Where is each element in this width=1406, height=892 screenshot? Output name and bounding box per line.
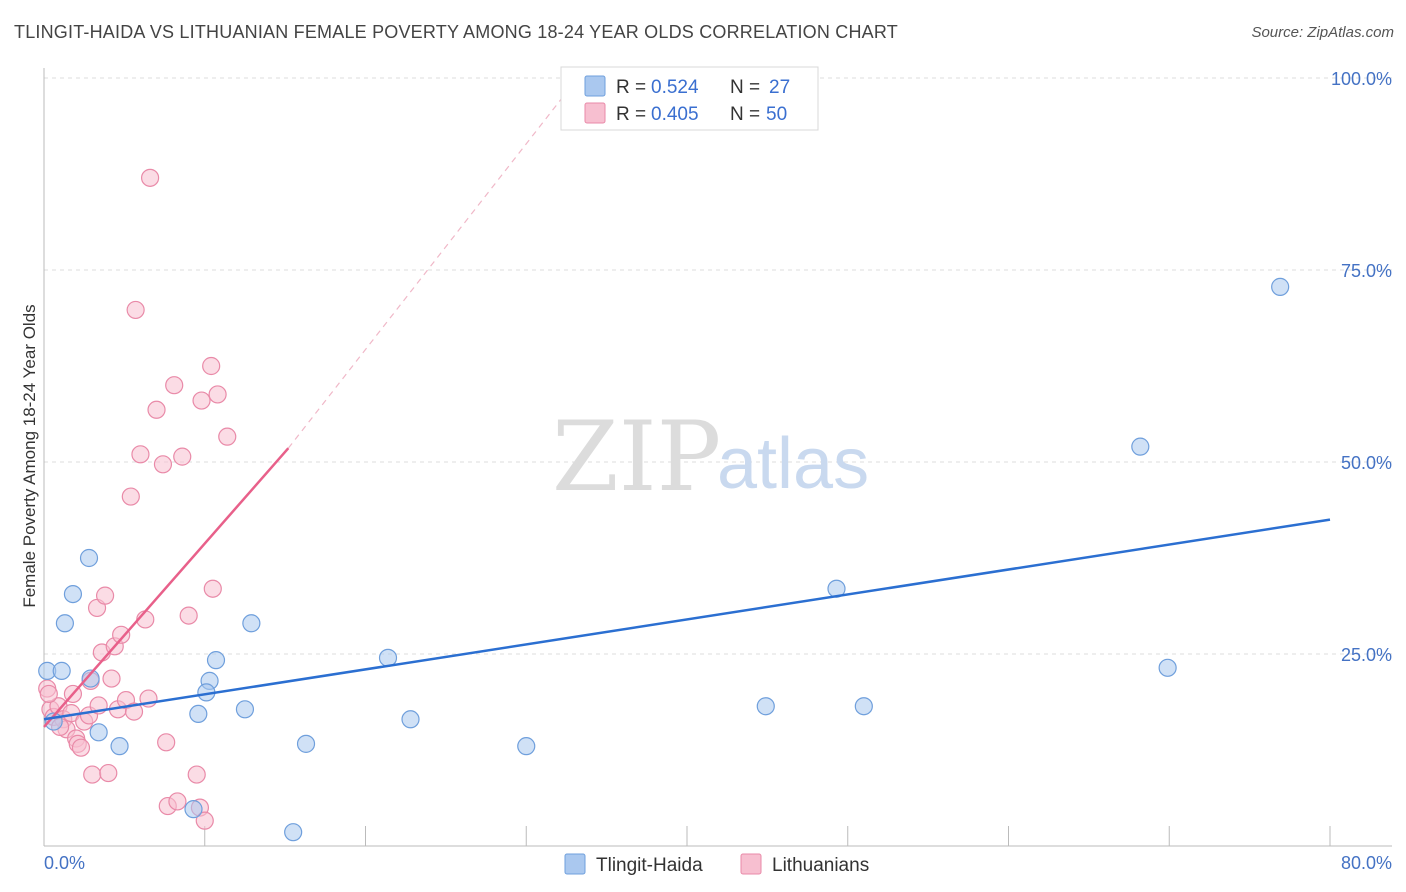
tlingit-haida-point-20 xyxy=(517,737,536,756)
series-legend-label-lithuanians: Lithuanians xyxy=(772,855,869,876)
series-legend-swatch-blue xyxy=(564,853,586,875)
lithuanians-point-10 xyxy=(71,738,91,757)
lithuanians-point-38 xyxy=(173,447,192,466)
y-tick-label-100: 100.0% xyxy=(1331,69,1392,89)
lithuanians-point-18 xyxy=(95,586,115,605)
lithuanians-point-37 xyxy=(168,792,187,811)
x-ticks xyxy=(43,826,1331,846)
series-legend-swatch-pink xyxy=(740,853,762,875)
lithuanians-point-39 xyxy=(179,606,198,625)
tlingit-haida-point-2 xyxy=(52,661,71,680)
legend-r-label-1: R = xyxy=(616,77,646,98)
tlingit-haida-points xyxy=(38,277,1290,842)
y-tick-label-50: 50.0% xyxy=(1341,453,1392,473)
tlingit-haida-point-19 xyxy=(401,710,420,729)
trend-lines xyxy=(43,77,1331,728)
tlingit-haida-point-24 xyxy=(1131,437,1150,456)
x-tick-label-min: 0.0% xyxy=(44,853,85,873)
chart-title: TLINGIT-HAIDA VS LITHUANIAN FEMALE POVER… xyxy=(14,22,898,42)
tlingit-haida-point-26 xyxy=(1271,277,1290,296)
lithuanians-points xyxy=(38,168,237,830)
legend-n-label-2: N = xyxy=(730,104,760,125)
series-legend-label-tlingit-haida: Tlingit-Haida xyxy=(596,855,703,876)
lithuanians-point-48 xyxy=(39,684,58,704)
lithuanians-point-44 xyxy=(202,356,221,376)
gridlines xyxy=(44,77,1392,655)
lithuanians-point-28 xyxy=(131,445,150,464)
lithuanians-trend-line xyxy=(43,447,290,728)
x-tick-label-max: 80.0% xyxy=(1341,853,1392,873)
lithuanians-point-40 xyxy=(187,765,206,784)
tlingit-haida-point-15 xyxy=(184,800,203,819)
chart-source: Source: ZipAtlas.com xyxy=(1251,24,1394,41)
tlingit-haida-point-17 xyxy=(296,734,316,753)
tlingit-haida-point-7 xyxy=(89,723,108,742)
lithuanians-point-45 xyxy=(203,579,222,598)
axes xyxy=(43,68,1392,847)
lithuanians-trend-extension xyxy=(287,77,579,449)
tlingit-haida-point-3 xyxy=(55,614,74,633)
lithuanians-point-46 xyxy=(208,385,227,404)
lithuanians-point-36 xyxy=(165,376,184,395)
lithuanians-point-19 xyxy=(99,763,118,783)
legend-swatch-blue xyxy=(584,75,606,97)
watermark-atlas: atlas xyxy=(717,424,869,504)
y-tick-label-75: 75.0% xyxy=(1341,261,1392,281)
tlingit-haida-point-10 xyxy=(206,651,226,670)
legend-swatch-pink xyxy=(584,102,606,124)
tlingit-haida-point-16 xyxy=(284,823,303,842)
tlingit-haida-point-13 xyxy=(235,700,255,719)
correlation-legend: R = 0.524 N = 27 R = 0.405 N = 50 xyxy=(560,66,819,131)
lithuanians-point-26 xyxy=(124,702,144,721)
lithuanians-point-32 xyxy=(147,400,166,419)
legend-r-label-2: R = xyxy=(616,104,646,125)
legend-r-value-1: 0.524 xyxy=(651,77,699,98)
tlingit-haida-point-4 xyxy=(63,584,83,604)
tlingit-haida-trend-line xyxy=(43,518,1331,721)
y-axis-title: Female Poverty Among 18-24 Year Olds xyxy=(20,304,39,607)
tlingit-haida-point-9 xyxy=(189,704,208,724)
lithuanians-point-14 xyxy=(83,765,102,784)
y-tick-label-25: 25.0% xyxy=(1341,645,1392,665)
series-legend: Tlingit-Haida Lithuanians xyxy=(564,853,869,876)
legend-r-value-2: 0.405 xyxy=(651,104,699,125)
lithuanians-point-33 xyxy=(153,455,173,474)
legend-n-value-1: 27 xyxy=(769,77,790,98)
watermark-zip: ZIP xyxy=(552,401,721,513)
watermark: ZIP atlas xyxy=(552,401,869,513)
tlingit-haida-point-25 xyxy=(1158,658,1177,677)
lithuanians-point-25 xyxy=(121,487,140,506)
lithuanians-point-20 xyxy=(102,669,121,688)
lithuanians-point-34 xyxy=(157,733,176,752)
legend-n-value-2: 50 xyxy=(766,104,787,125)
lithuanians-point-31 xyxy=(140,168,160,187)
lithuanians-point-23 xyxy=(112,625,131,644)
lithuanians-point-43 xyxy=(195,811,214,830)
legend-n-label-1: N = xyxy=(730,77,760,98)
y-tick-labels: 25.0% 50.0% 75.0% 100.0% xyxy=(1331,69,1392,665)
tlingit-haida-point-23 xyxy=(854,697,873,716)
tlingit-haida-point-5 xyxy=(79,548,99,568)
lithuanians-point-47 xyxy=(218,427,237,446)
tlingit-haida-point-21 xyxy=(756,697,775,716)
lithuanians-point-27 xyxy=(126,300,145,320)
tlingit-haida-point-6 xyxy=(81,669,100,688)
lithuanians-point-42 xyxy=(192,391,211,410)
tlingit-haida-point-8 xyxy=(110,737,129,756)
tlingit-haida-point-14 xyxy=(242,614,261,633)
